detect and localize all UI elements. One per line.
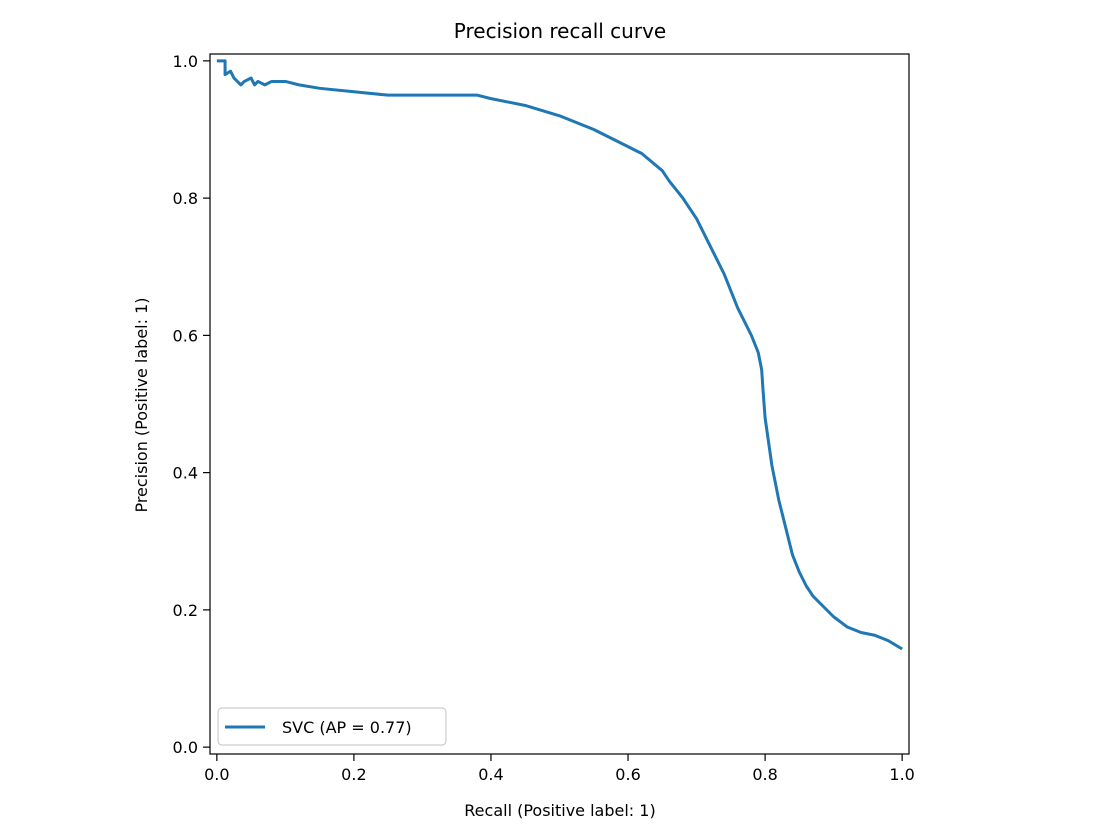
chart-title: Precision recall curve xyxy=(454,19,666,43)
y-tick-label: 0.4 xyxy=(173,464,198,483)
legend-box xyxy=(217,707,447,746)
x-tick-label: 1.0 xyxy=(889,765,914,784)
x-axis-title: Recall (Positive label: 1) xyxy=(464,801,655,820)
axes-frame xyxy=(209,53,910,755)
y-tick-label: 0.0 xyxy=(173,738,198,757)
x-tick-label: 0.0 xyxy=(204,765,229,784)
x-axis: 0.0 0.2 0.4 0.6 0.8 1.0 xyxy=(204,754,915,784)
y-axis: 0.0 0.2 0.4 0.6 0.8 1.0 xyxy=(173,52,210,757)
x-tick-label: 0.8 xyxy=(752,765,777,784)
x-tick-label: 0.4 xyxy=(478,765,503,784)
y-tick-label: 0.2 xyxy=(173,601,198,620)
y-axis-title: Precision (Positive label: 1) xyxy=(132,297,151,512)
legend: SVC (AP = 0.77) xyxy=(217,707,447,746)
y-tick-label: 0.6 xyxy=(173,326,198,345)
legend-label: SVC (AP = 0.77) xyxy=(282,718,412,737)
y-tick-label: 1.0 xyxy=(173,52,198,71)
x-tick-label: 0.2 xyxy=(341,765,366,784)
plot-area xyxy=(209,53,910,755)
y-tick-label: 0.8 xyxy=(173,189,198,208)
series-line-0 xyxy=(216,59,903,651)
x-tick-label: 0.6 xyxy=(615,765,640,784)
